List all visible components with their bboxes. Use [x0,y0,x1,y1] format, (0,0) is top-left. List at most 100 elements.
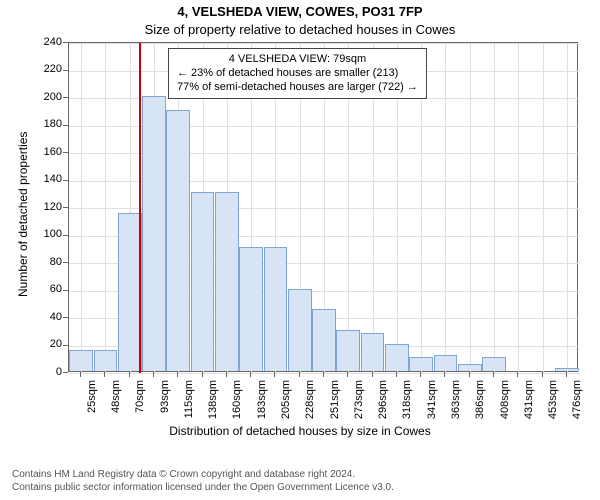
histogram-bar [239,247,263,371]
y-tick-label: 120 [32,201,62,213]
histogram-bar [555,368,579,371]
y-tick [63,125,68,126]
x-tick-label: 115sqm [183,380,195,430]
histogram-bar [191,192,215,371]
x-tick-label: 93sqm [159,380,171,430]
x-tick-label: 318sqm [401,380,413,430]
annotation-line1: 4 VELSHEDA VIEW: 79sqm [177,53,418,67]
x-tick-label: 228sqm [304,380,316,430]
y-tick-label: 180 [32,118,62,130]
gridline-v [518,43,519,373]
x-tick-label: 296sqm [377,380,389,430]
x-tick-label: 183sqm [256,380,268,430]
x-tick [517,372,518,377]
histogram-bar [288,289,312,372]
annotation-line2: ← 23% of detached houses are smaller (21… [177,67,418,81]
y-tick-label: 240 [32,36,62,48]
y-tick-label: 80 [32,256,62,268]
histogram-bar [409,357,433,371]
x-tick-label: 408sqm [499,380,511,430]
y-tick-label: 140 [32,173,62,185]
histogram-bar [94,350,118,371]
histogram-bar [482,357,506,371]
x-tick-label: 341sqm [426,380,438,430]
histogram-bar [336,330,360,371]
y-tick [63,372,68,373]
x-tick-label: 273sqm [353,380,365,430]
x-tick-label: 160sqm [231,380,243,430]
x-tick [250,372,251,377]
x-tick [226,372,227,377]
x-tick [323,372,324,377]
y-tick [63,152,68,153]
x-tick-label: 138sqm [207,380,219,430]
y-tick [63,262,68,263]
x-tick [104,372,105,377]
y-tick-label: 100 [32,228,62,240]
y-tick-label: 60 [32,283,62,295]
gridline-h [69,373,579,374]
gridline-v [445,43,446,373]
x-tick [566,372,567,377]
y-tick [63,70,68,71]
gridline-v [567,43,568,373]
gridline-v [543,43,544,373]
x-tick-label: 386sqm [474,380,486,430]
y-tick [63,345,68,346]
y-tick-label: 200 [32,91,62,103]
gridline-v [105,43,106,373]
y-tick [63,207,68,208]
y-axis-label: Number of detached properties [16,132,30,297]
histogram-bar [264,247,288,371]
x-tick-label: 205sqm [280,380,292,430]
y-tick-label: 220 [32,63,62,75]
x-tick-label: 48sqm [110,380,122,430]
y-tick-label: 0 [32,366,62,378]
annotation-line3: 77% of semi-detached houses are larger (… [177,81,418,95]
x-tick [542,372,543,377]
histogram-bar [434,355,458,372]
x-tick [177,372,178,377]
x-tick [493,372,494,377]
gridline-v [81,43,82,373]
x-tick [274,372,275,377]
x-tick [396,372,397,377]
histogram-bar [458,364,482,371]
x-tick [129,372,130,377]
x-tick-label: 453sqm [547,380,559,430]
x-tick [347,372,348,377]
x-tick-label: 476sqm [571,380,583,430]
histogram-bar [312,309,336,371]
x-tick [299,372,300,377]
histogram-bar [166,110,190,371]
y-tick-label: 20 [32,338,62,350]
x-tick [444,372,445,377]
y-tick-label: 160 [32,146,62,158]
x-tick [372,372,373,377]
histogram-bar [142,96,166,371]
histogram-bar [69,350,93,371]
x-tick [469,372,470,377]
y-tick-label: 40 [32,311,62,323]
x-tick [153,372,154,377]
x-tick-label: 363sqm [450,380,462,430]
y-tick [63,180,68,181]
chart-title-line1: 4, VELSHEDA VIEW, COWES, PO31 7FP [0,4,600,19]
x-tick [202,372,203,377]
chart-title-line2: Size of property relative to detached ho… [0,22,600,37]
x-tick-label: 251sqm [329,380,341,430]
footer-line2: Contains public sector information licen… [12,482,394,495]
y-tick [63,42,68,43]
y-tick [63,235,68,236]
footer-line1: Contains HM Land Registry data © Crown c… [12,469,394,482]
gridline-v [470,43,471,373]
histogram-bar [385,344,409,372]
histogram-bar [215,192,239,371]
footer-attribution: Contains HM Land Registry data © Crown c… [12,469,394,494]
y-tick [63,97,68,98]
y-tick [63,317,68,318]
x-tick-label: 70sqm [134,380,146,430]
x-tick-label: 431sqm [523,380,535,430]
reference-line [139,43,141,373]
annotation-box: 4 VELSHEDA VIEW: 79sqm ← 23% of detached… [168,48,427,99]
